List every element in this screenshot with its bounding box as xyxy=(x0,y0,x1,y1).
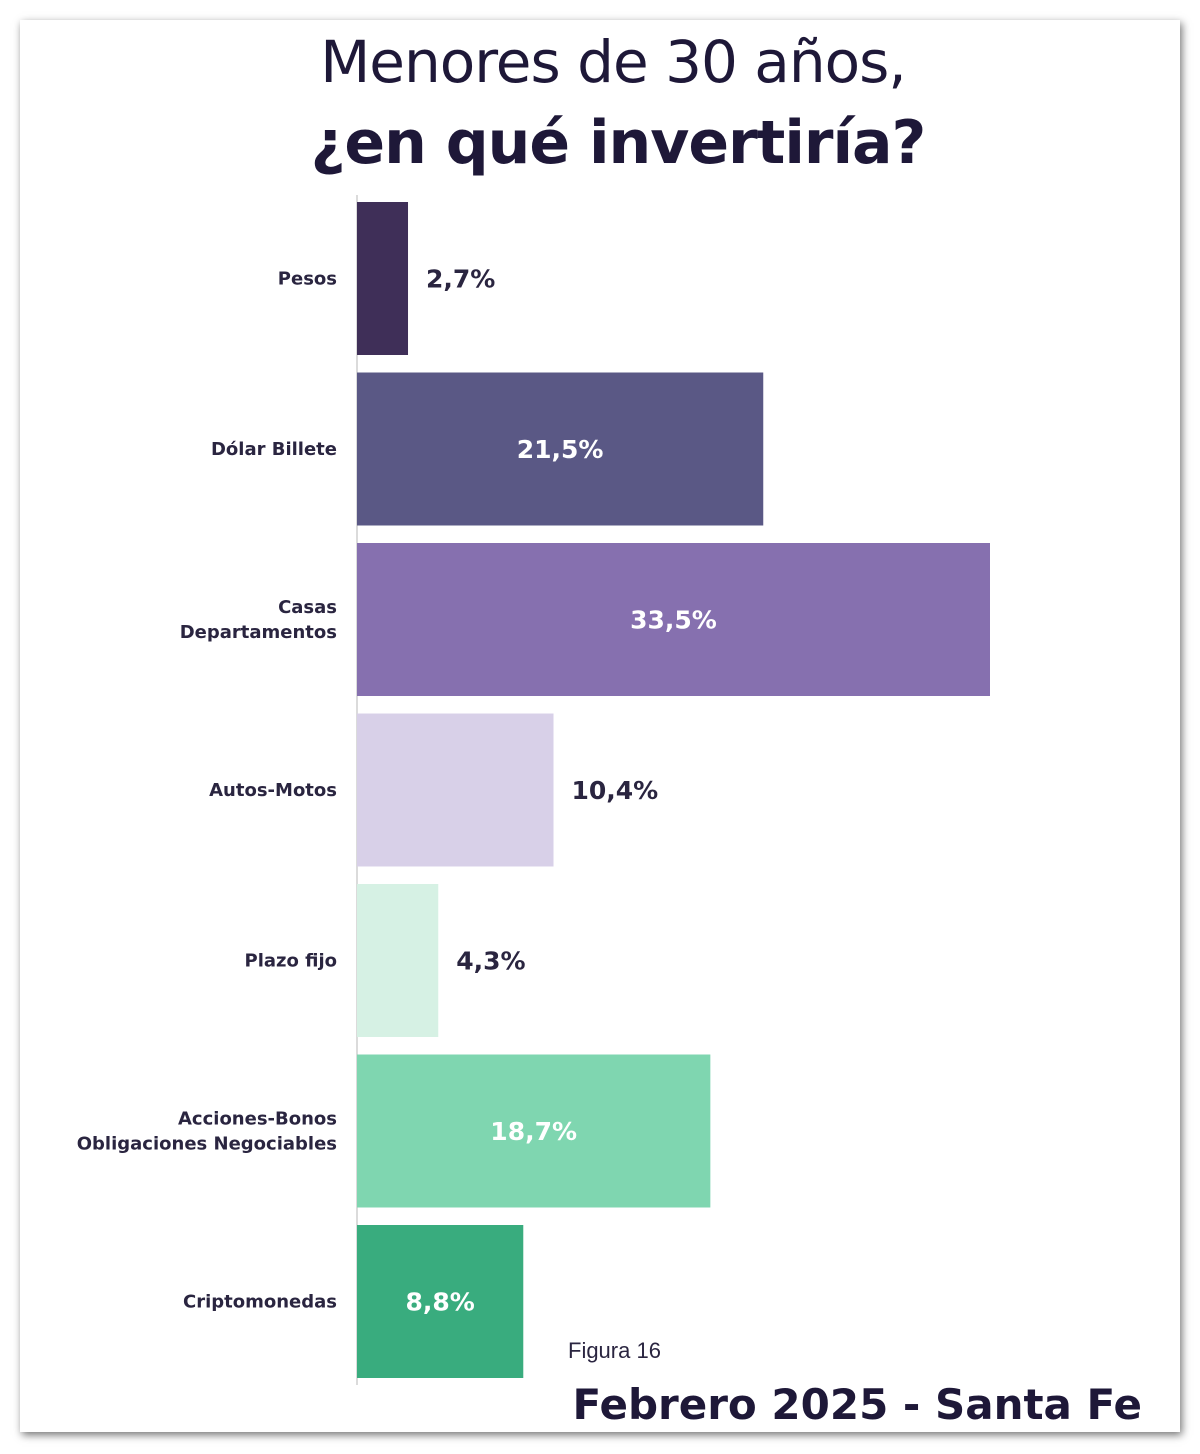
category-label: Casas xyxy=(278,597,337,618)
chart-subtitle: ¿en qué invertiría? xyxy=(310,108,927,178)
category-label: Criptomonedas xyxy=(183,1292,337,1313)
bar-2 xyxy=(357,543,990,696)
value-label: 33,5% xyxy=(630,606,717,635)
category-label: Departamentos xyxy=(180,622,337,643)
category-label: Autos-Motos xyxy=(209,780,337,801)
value-label: 21,5% xyxy=(517,435,604,464)
category-label: Dólar Billete xyxy=(211,439,337,460)
bar-1 xyxy=(357,372,764,526)
bar-4 xyxy=(357,884,439,1037)
value-label: 2,7% xyxy=(426,265,495,294)
figure-label: Figura 16 xyxy=(568,1338,661,1363)
category-label: Pesos xyxy=(278,269,337,290)
value-label: 4,3% xyxy=(456,947,525,976)
value-label: 18,7% xyxy=(490,1117,577,1146)
bar-6 xyxy=(357,1225,524,1378)
footer-text: Febrero 2025 - Santa Fe xyxy=(572,1380,1142,1429)
chart-title: Menores de 30 años, xyxy=(320,28,907,96)
bar-3 xyxy=(357,713,554,867)
bar-5 xyxy=(357,1054,711,1208)
value-label: 10,4% xyxy=(572,776,659,805)
category-label: Obligaciones Negociables xyxy=(77,1134,337,1155)
category-label: Acciones-Bonos xyxy=(178,1109,337,1130)
value-label: 8,8% xyxy=(405,1288,474,1317)
bar-0 xyxy=(357,202,409,355)
category-label: Plazo fijo xyxy=(245,951,338,972)
